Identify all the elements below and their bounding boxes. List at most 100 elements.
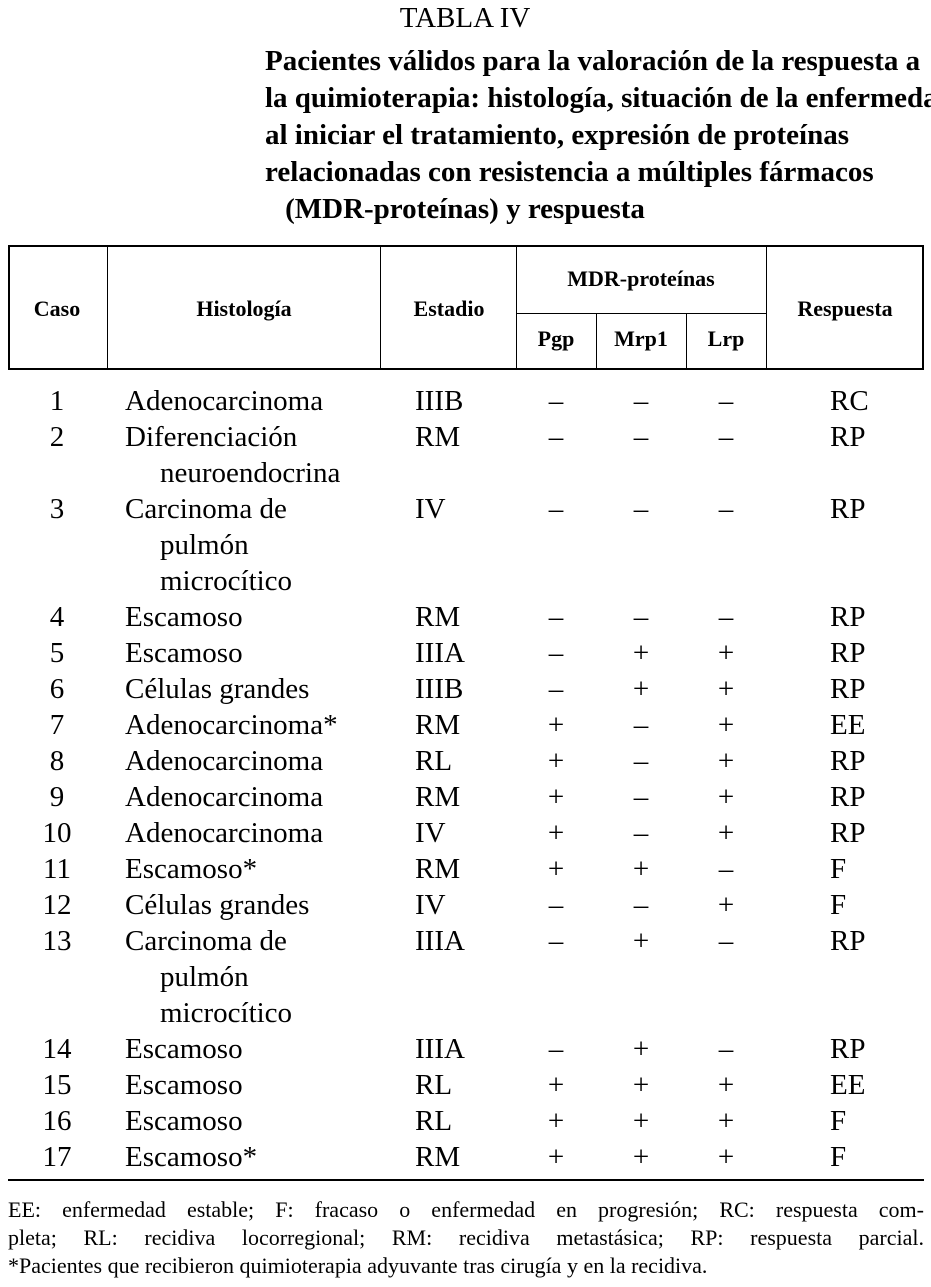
histology: Células grandes bbox=[125, 673, 310, 705]
header-cell: Caso bbox=[33, 296, 81, 321]
mrp1: + bbox=[632, 637, 650, 669]
response: RP bbox=[830, 673, 866, 705]
response: RP bbox=[830, 421, 866, 453]
header-cell: Histología bbox=[196, 296, 292, 321]
histology: Escamoso bbox=[125, 1105, 243, 1137]
histology: Escamoso* bbox=[125, 853, 258, 885]
stage: IIIB bbox=[415, 385, 464, 417]
histology: Escamoso bbox=[125, 1033, 243, 1065]
case-number: 13 bbox=[42, 925, 72, 957]
case-number: 16 bbox=[42, 1105, 72, 1137]
case-number: 3 bbox=[49, 493, 65, 525]
response: EE bbox=[830, 1069, 866, 1101]
stage: RM bbox=[415, 709, 461, 741]
lrp: – bbox=[718, 421, 734, 453]
mrp1: + bbox=[632, 1033, 650, 1065]
lrp: + bbox=[717, 1069, 735, 1101]
histology: Carcinoma de bbox=[125, 925, 287, 957]
rule bbox=[8, 245, 10, 370]
lrp: – bbox=[718, 853, 734, 885]
header-cell: Estadio bbox=[413, 296, 485, 321]
case-number: 2 bbox=[49, 421, 65, 453]
case-number: 5 bbox=[49, 637, 65, 669]
title: TABLA IV bbox=[399, 2, 531, 34]
stage: RM bbox=[415, 601, 461, 633]
stage: RL bbox=[415, 1069, 453, 1101]
histology: microcítico bbox=[160, 565, 293, 597]
histology: Escamoso bbox=[125, 601, 243, 633]
lrp: – bbox=[718, 385, 734, 417]
histology: Adenocarcinoma bbox=[125, 817, 324, 849]
lrp: + bbox=[717, 1141, 735, 1173]
mrp1: + bbox=[632, 1105, 650, 1137]
lrp: + bbox=[717, 673, 735, 705]
lrp: + bbox=[717, 745, 735, 777]
histology: Adenocarcinoma bbox=[125, 745, 324, 777]
footnote: *Pacientes que recibieron quimioterapia … bbox=[8, 1253, 708, 1278]
rule bbox=[766, 245, 767, 370]
histology: Escamoso bbox=[125, 1069, 243, 1101]
pgp: + bbox=[547, 745, 565, 777]
histology: microcítico bbox=[160, 997, 293, 1029]
mrp1: – bbox=[633, 421, 649, 453]
response: F bbox=[830, 853, 847, 885]
header-cell: Mrp1 bbox=[614, 326, 668, 351]
stage: IV bbox=[415, 493, 446, 525]
rule bbox=[107, 245, 108, 370]
case-number: 11 bbox=[43, 853, 71, 885]
subtitle-line: la quimioterapia: histología, situación … bbox=[265, 82, 931, 114]
histology: pulmón bbox=[160, 961, 249, 993]
pgp: – bbox=[548, 385, 564, 417]
response: RP bbox=[830, 493, 866, 525]
rule bbox=[8, 245, 924, 247]
pgp: – bbox=[548, 925, 564, 957]
pgp: – bbox=[548, 601, 564, 633]
lrp: – bbox=[718, 1033, 734, 1065]
rule bbox=[922, 245, 924, 370]
mrp1: – bbox=[633, 601, 649, 633]
lrp: + bbox=[717, 637, 735, 669]
rule bbox=[516, 313, 766, 314]
footnote: pleta; RL: recidiva locorregional; RM: r… bbox=[8, 1225, 924, 1250]
pgp: + bbox=[547, 1105, 565, 1137]
case-number: 14 bbox=[42, 1033, 72, 1065]
response: RP bbox=[830, 601, 866, 633]
pgp: + bbox=[547, 817, 565, 849]
stage: IV bbox=[415, 817, 446, 849]
pgp: + bbox=[547, 781, 565, 813]
lrp: – bbox=[718, 493, 734, 525]
response: RP bbox=[830, 1033, 866, 1065]
pgp: + bbox=[547, 1141, 565, 1173]
lrp: + bbox=[717, 817, 735, 849]
header-cell: Pgp bbox=[537, 326, 575, 351]
case-number: 1 bbox=[49, 385, 65, 417]
rule bbox=[516, 245, 517, 370]
histology: Escamoso* bbox=[125, 1141, 258, 1173]
stage: RM bbox=[415, 853, 461, 885]
lrp: + bbox=[717, 781, 735, 813]
stage: RL bbox=[415, 1105, 453, 1137]
header-cell: MDR-proteínas bbox=[567, 266, 715, 291]
histology: Adenocarcinoma* bbox=[125, 709, 338, 741]
stage: IIIA bbox=[415, 925, 465, 957]
mrp1: – bbox=[633, 745, 649, 777]
pgp: – bbox=[548, 421, 564, 453]
histology: Adenocarcinoma bbox=[125, 385, 324, 417]
footnote: EE: enfermedad estable; F: fracaso o enf… bbox=[8, 1197, 924, 1222]
mrp1: + bbox=[632, 673, 650, 705]
mrp1: – bbox=[633, 781, 649, 813]
response: RP bbox=[830, 781, 866, 813]
pgp: – bbox=[548, 493, 564, 525]
pgp: – bbox=[548, 637, 564, 669]
case-number: 6 bbox=[49, 673, 65, 705]
stage: IIIA bbox=[415, 1033, 465, 1065]
stage: RM bbox=[415, 781, 461, 813]
mrp1: + bbox=[632, 1069, 650, 1101]
mrp1: + bbox=[632, 1141, 650, 1173]
header-cell: Respuesta bbox=[797, 296, 893, 321]
case-number: 10 bbox=[42, 817, 72, 849]
pgp: + bbox=[547, 709, 565, 741]
histology: Adenocarcinoma bbox=[125, 781, 324, 813]
case-number: 15 bbox=[42, 1069, 72, 1101]
